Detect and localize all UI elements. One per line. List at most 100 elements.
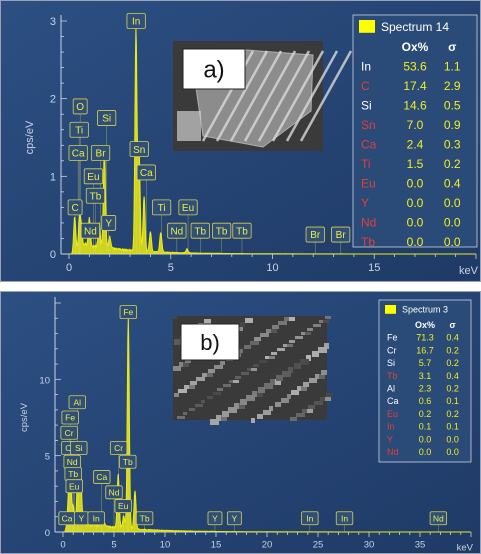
sem-grain xyxy=(251,418,255,423)
sem-grain xyxy=(283,344,287,347)
legend-ox-value: 53.6 xyxy=(403,60,427,74)
element-label-box xyxy=(69,121,89,138)
element-label: Al xyxy=(73,397,81,407)
y-axis-label: cps/eV xyxy=(24,120,36,154)
sem-grain xyxy=(189,408,195,411)
sem-grain xyxy=(313,324,321,327)
sem-grain xyxy=(207,396,213,399)
sem-stripe xyxy=(229,50,283,142)
sem-grain xyxy=(326,393,333,397)
element-label-box xyxy=(93,470,111,484)
x-tick-label: 30 xyxy=(364,540,375,551)
legend-element: Sn xyxy=(361,118,376,132)
sem-stripe xyxy=(215,50,269,142)
element-label: Si xyxy=(75,443,83,453)
element-label: Y xyxy=(232,513,238,523)
sem-grain xyxy=(284,317,289,321)
sem-grain xyxy=(291,390,299,395)
element-label: Br xyxy=(96,149,107,160)
sem-grain xyxy=(303,382,309,387)
sem-grain xyxy=(315,374,319,379)
element-label: Cr xyxy=(114,443,123,453)
sem-grain xyxy=(322,397,331,401)
element-label-box xyxy=(331,226,351,243)
y-tick-label: 10 xyxy=(39,375,50,386)
sem-grain xyxy=(234,403,239,409)
legend-sigma-value: 0.4 xyxy=(446,333,459,343)
sem-grain xyxy=(303,332,311,335)
element-label-box xyxy=(97,110,117,126)
sem-grain xyxy=(254,337,261,341)
y-tick-label: 3 xyxy=(50,16,56,28)
element-label-box xyxy=(136,164,156,181)
sem-grain xyxy=(218,415,227,421)
legend-element: Eu xyxy=(361,177,376,191)
legend-ox-value: 0.0 xyxy=(407,196,424,210)
element-label-box xyxy=(167,222,187,239)
element-label: Tb xyxy=(90,191,102,202)
element-label-box xyxy=(178,199,198,216)
legend-sigma-value: 0.4 xyxy=(444,177,461,191)
sem-grain xyxy=(312,351,319,357)
legend-element: In xyxy=(361,60,371,74)
element-label: Ca xyxy=(140,168,153,179)
sem-grain xyxy=(252,391,257,397)
sem-grain xyxy=(264,383,273,389)
element-label-box xyxy=(109,441,128,455)
sem-grain xyxy=(306,355,311,361)
y-tick-label: 0 xyxy=(50,249,56,261)
legend-element: In xyxy=(387,422,395,432)
sem-grain xyxy=(238,349,243,353)
element-label: Ti xyxy=(75,125,83,136)
element-label: Ca xyxy=(62,513,73,523)
element-label-box xyxy=(68,145,88,161)
element-label: Nd xyxy=(433,513,444,523)
sem-grain xyxy=(272,325,279,329)
element-label-box xyxy=(212,222,232,239)
x-axis-unit: keV xyxy=(459,265,479,277)
legend-swatch xyxy=(359,20,375,33)
element-label-box xyxy=(119,305,137,320)
element-label-box xyxy=(90,145,111,161)
y-tick-label: 5 xyxy=(45,452,50,463)
y-tick-label: 2 xyxy=(50,94,56,106)
legend-element: C xyxy=(361,79,370,93)
legend-ox-value: 1.5 xyxy=(407,157,424,171)
element-label: Nd xyxy=(170,226,183,237)
sem-grain xyxy=(249,368,257,371)
legend-sigma-value: 0.9 xyxy=(444,118,461,132)
legend-header-ox: Ox% xyxy=(415,320,435,330)
legend-ox-value: 0.1 xyxy=(419,422,432,432)
sem-grain xyxy=(222,411,229,417)
sem-grain xyxy=(220,361,225,365)
element-label: In xyxy=(93,513,100,523)
legend-title: Spectrum 3 xyxy=(402,305,448,315)
legend-title: Spectrum 14 xyxy=(381,20,449,34)
element-label: Nd xyxy=(67,457,78,467)
sem-grain xyxy=(190,381,197,385)
legend-ox-value: 5.7 xyxy=(419,358,432,368)
sem-stripe xyxy=(285,50,339,142)
legend-sigma-value: 0.2 xyxy=(446,358,459,368)
sem-grain xyxy=(270,379,275,385)
x-tick-label: 35 xyxy=(415,540,426,551)
legend-sigma-value: 0.2 xyxy=(446,345,459,355)
element-label-box xyxy=(101,215,117,231)
sem-grain xyxy=(282,371,291,377)
legend-ox-value: 0.0 xyxy=(407,177,424,191)
element-label: In xyxy=(306,513,313,523)
element-label-box xyxy=(226,511,242,526)
sem-grain xyxy=(275,402,281,407)
element-label: Si xyxy=(102,114,111,125)
legend-sigma-value: 1.1 xyxy=(444,60,461,74)
legend-header-ox: Ox% xyxy=(402,40,429,54)
x-tick-label: 5 xyxy=(168,262,174,274)
element-label: Fe xyxy=(65,413,75,423)
sem-grain xyxy=(276,375,283,381)
element-label: Y xyxy=(212,513,218,523)
legend-sigma-value: 0.1 xyxy=(446,396,459,406)
element-label-box xyxy=(67,199,83,216)
sem-grain xyxy=(229,380,233,383)
element-label-box xyxy=(87,511,105,526)
sem-grain xyxy=(263,410,271,415)
